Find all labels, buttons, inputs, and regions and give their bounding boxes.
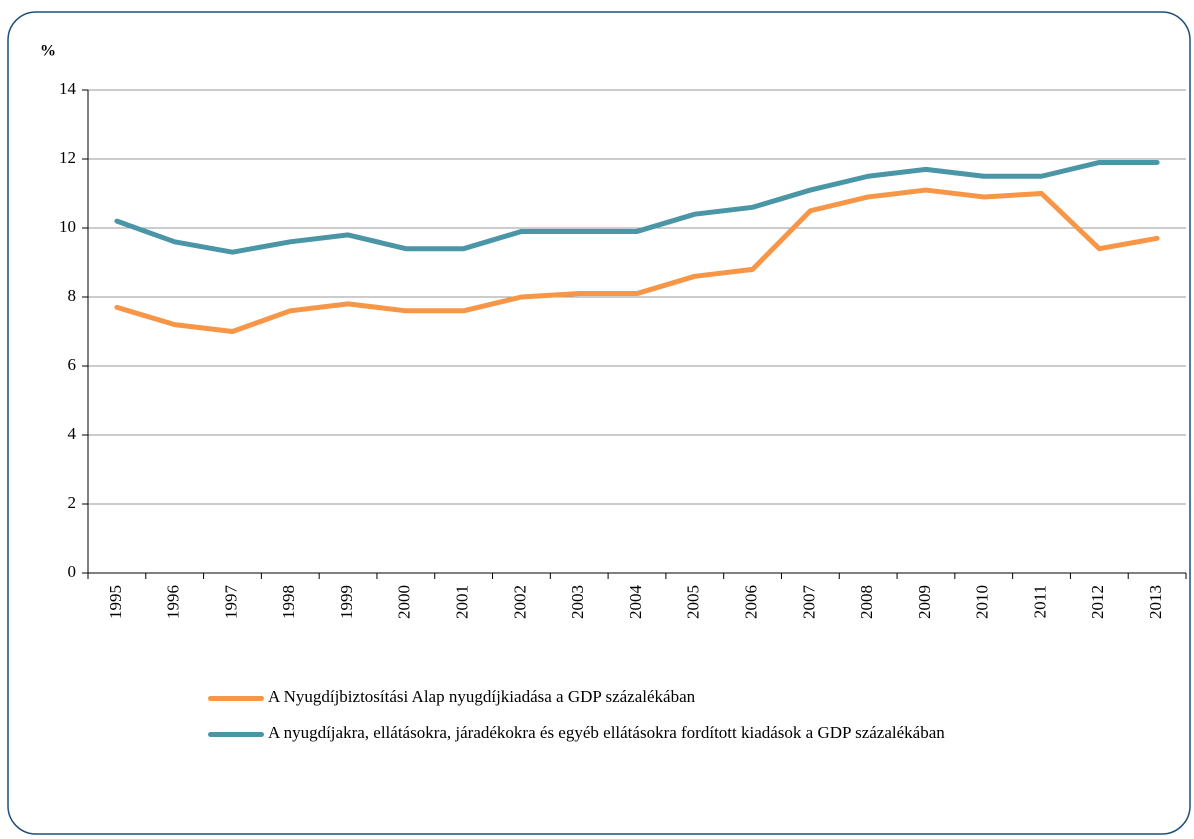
- frame: [7, 11, 1191, 835]
- series-line: [114, 187, 1160, 334]
- x-tick-label: 1997: [221, 585, 240, 620]
- x-tick-label: 2011: [1030, 585, 1049, 618]
- legend-entry: A Nyugdíjbiztosítási Alap nyugdíjkiadása…: [208, 686, 1088, 708]
- y-tick-label: 10: [59, 217, 76, 236]
- x-tick-label: 2000: [395, 585, 414, 619]
- series-line: [114, 159, 1160, 255]
- y-axis-label: %: [40, 43, 56, 60]
- x-tick-label: 2013: [1146, 585, 1165, 619]
- x-tick-label: 2003: [568, 585, 587, 619]
- x-tick-label: 2005: [684, 585, 703, 619]
- y-tick-label: 2: [68, 493, 77, 512]
- legend-entry: A nyugdíjakra, ellátásokra, járadékokra …: [208, 722, 1088, 744]
- x-tick-label: 2008: [857, 585, 876, 619]
- x-tick-label: 1995: [106, 585, 125, 619]
- x-tick-label: 2002: [510, 585, 529, 619]
- x-tick-label: 2012: [1088, 585, 1107, 619]
- x-tick-label: 2007: [799, 585, 818, 620]
- x-tick-label: 2004: [626, 585, 645, 620]
- legend-label: A Nyugdíjbiztosítási Alap nyugdíjkiadása…: [268, 687, 696, 706]
- y-tick-label: 8: [68, 286, 77, 305]
- legend: A Nyugdíjbiztosítási Alap nyugdíjkiadása…: [208, 686, 1088, 758]
- legend-swatch: [208, 696, 264, 701]
- legend-swatch: [208, 732, 264, 737]
- x-tick-label: 2006: [741, 585, 760, 619]
- x-tick-label: 1996: [164, 585, 183, 619]
- x-tick-label: 2001: [453, 585, 472, 619]
- x-tick-label: 1999: [337, 585, 356, 619]
- y-tick-label: 14: [59, 79, 77, 98]
- y-tick-label: 12: [59, 148, 76, 167]
- y-tick-label: 4: [68, 424, 77, 443]
- y-tick-label: 0: [68, 562, 77, 581]
- y-tick-label: 6: [68, 355, 77, 374]
- legend-label: A nyugdíjakra, ellátásokra, járadékokra …: [268, 723, 945, 742]
- x-tick-label: 2009: [915, 585, 934, 619]
- x-tick-label: 1998: [279, 585, 298, 619]
- x-tick-label: 2010: [973, 585, 992, 619]
